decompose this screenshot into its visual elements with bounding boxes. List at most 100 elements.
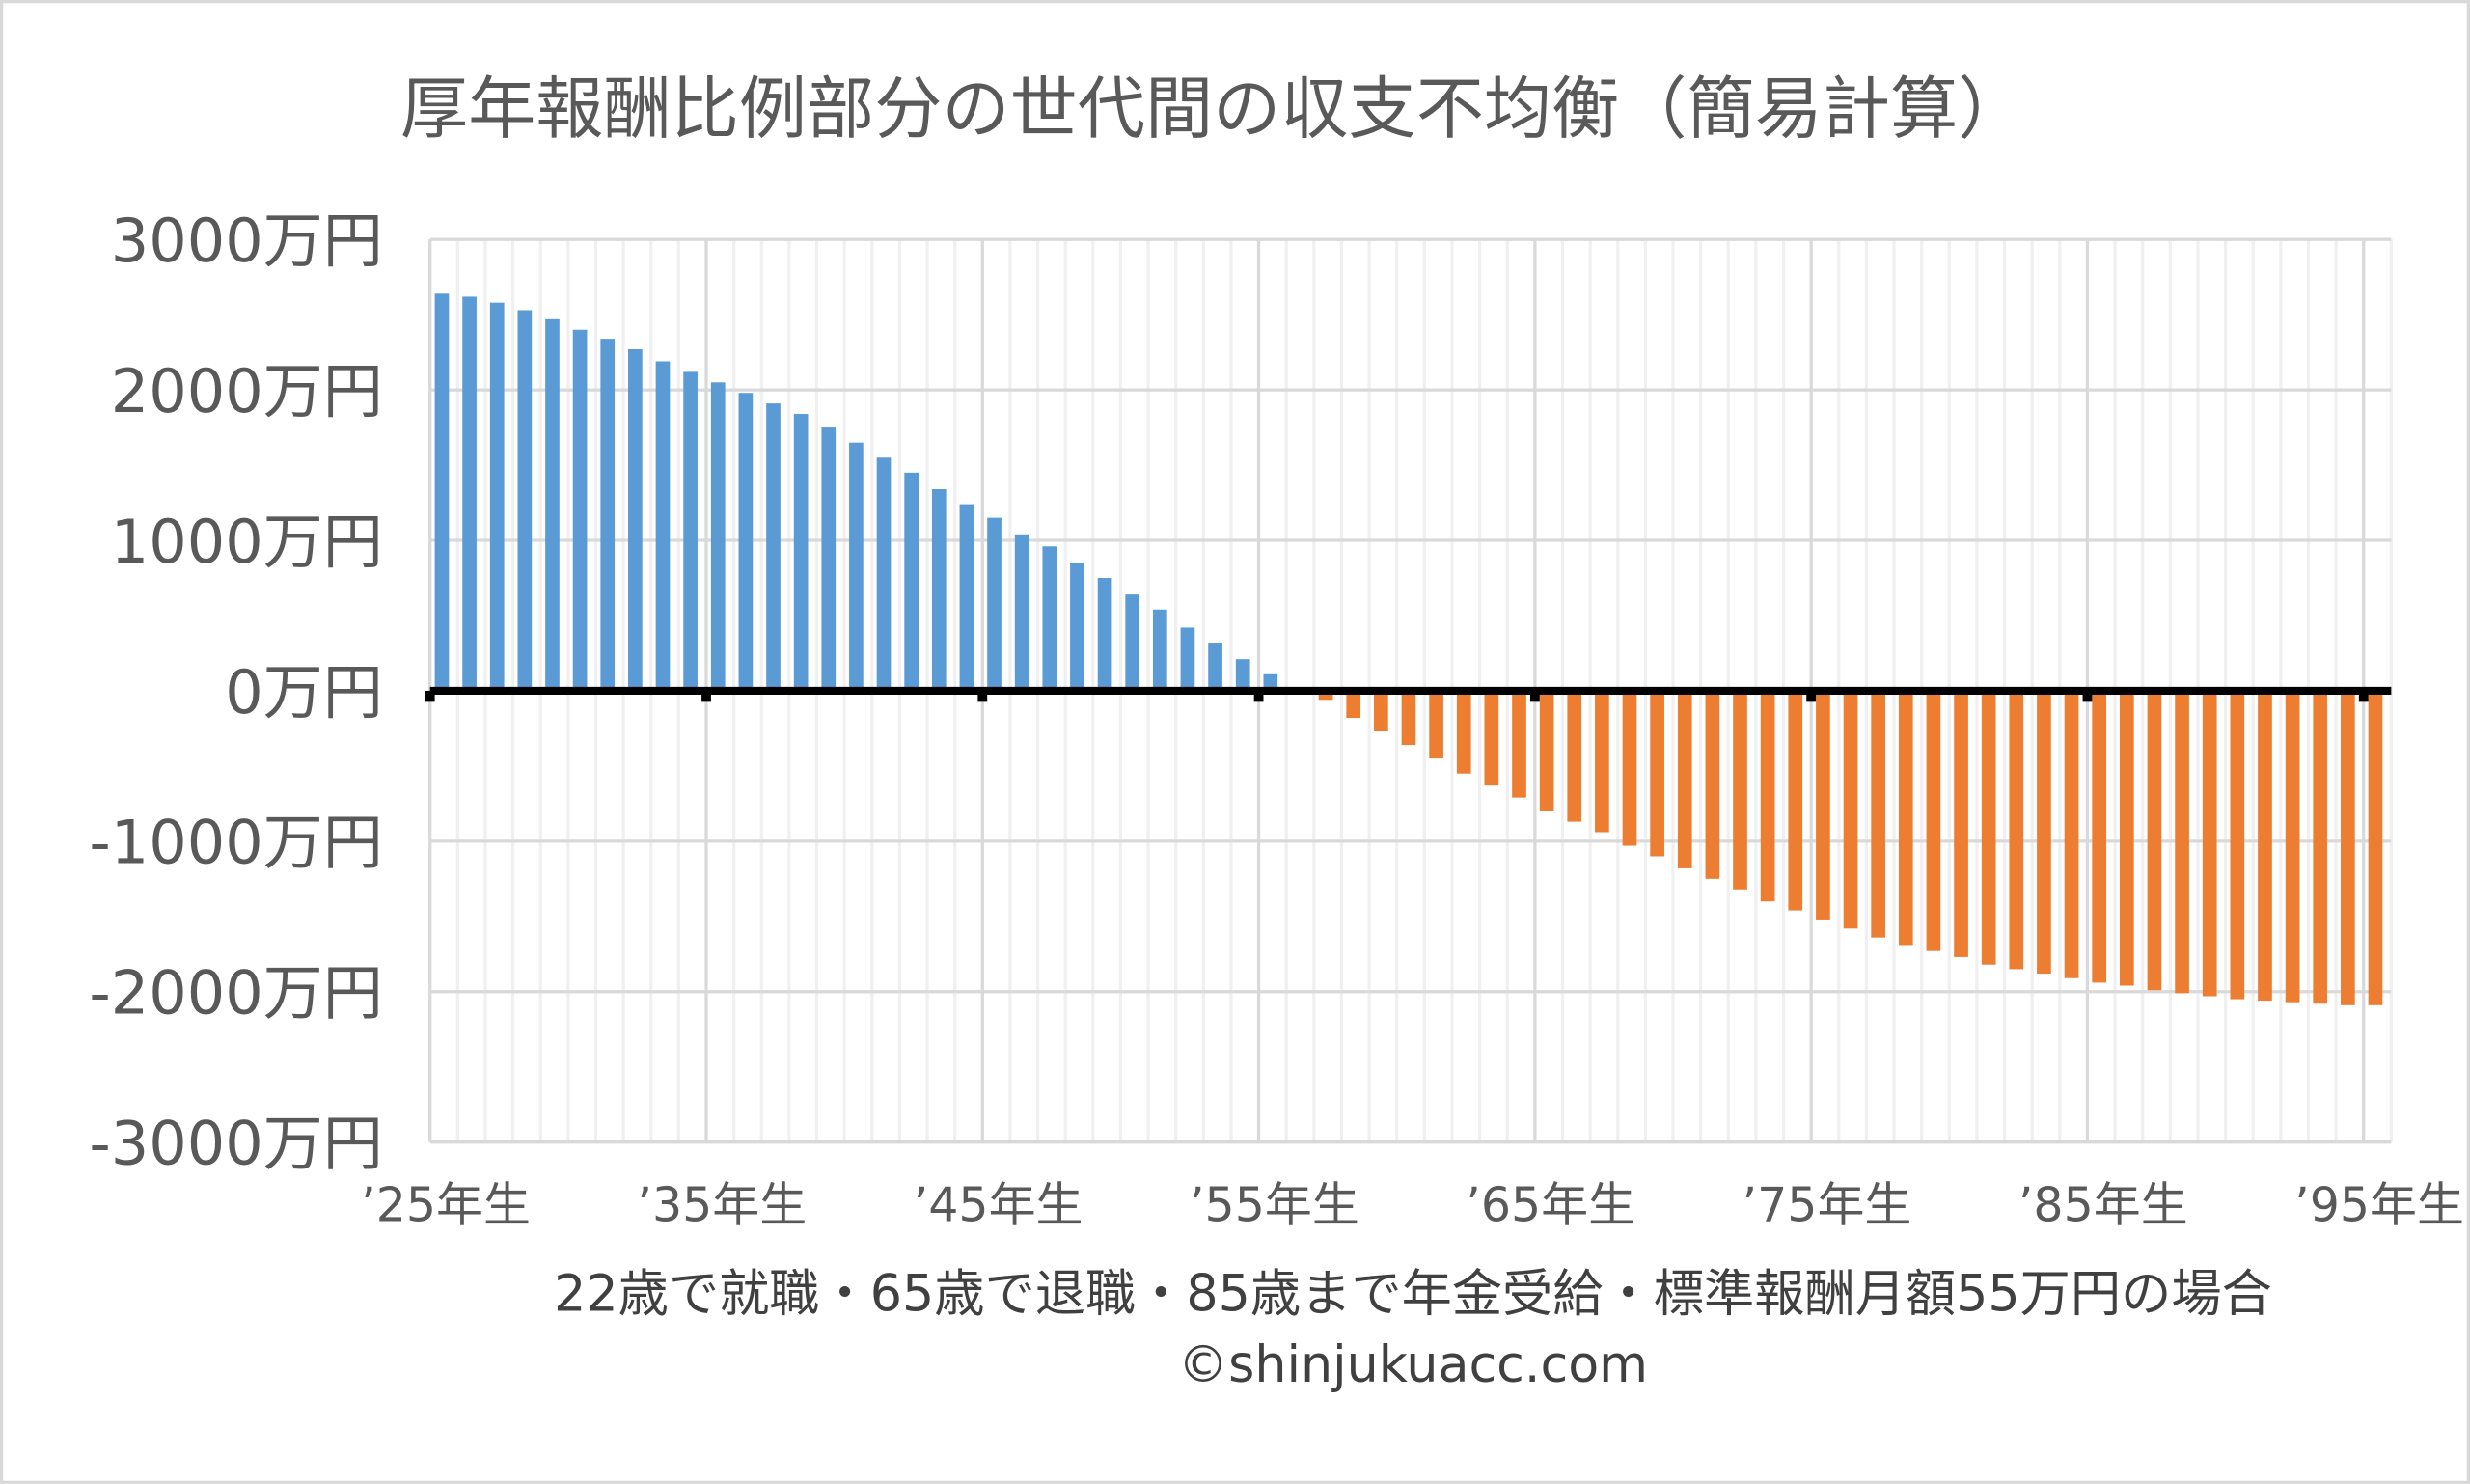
bar-1937 <box>766 403 781 691</box>
bar-1992 <box>2285 690 2300 1003</box>
chart-title: 厚年報酬比例部分の世代間の収支不均衡（簡易計算） <box>400 69 2026 149</box>
x-tick-label: ’75年生 <box>1743 1177 1912 1232</box>
bar-1925 <box>434 293 450 691</box>
bar-1934 <box>683 371 698 691</box>
bar-1962 <box>1456 690 1471 774</box>
bar-1927 <box>489 302 505 691</box>
x-tick-mark <box>701 690 711 702</box>
bar-1995 <box>2368 690 2383 1005</box>
bars <box>434 293 2383 1005</box>
bar-1929 <box>545 318 560 691</box>
bar-1930 <box>572 329 588 691</box>
bar-1966 <box>1567 690 1582 822</box>
bar-1985 <box>2092 690 2107 983</box>
bar-1948 <box>1070 563 1084 691</box>
bar-1976 <box>1843 690 1858 929</box>
bar-1946 <box>1014 534 1029 691</box>
bar-1950 <box>1125 594 1140 691</box>
bar-1972 <box>1733 690 1747 890</box>
x-tick-label: ’95年生 <box>2294 1177 2464 1232</box>
bar-1987 <box>2147 690 2162 991</box>
bar-1982 <box>2009 690 2024 970</box>
y-tick-label: -1000万円 <box>89 808 382 878</box>
x-tick-label: ’65年生 <box>1466 1177 1635 1232</box>
bar-1954 <box>1235 659 1250 691</box>
bar-1988 <box>2175 690 2189 994</box>
x-tick-label: ’25年生 <box>361 1177 531 1232</box>
y-tick-label: -2000万円 <box>89 958 382 1029</box>
bar-1970 <box>1677 690 1692 868</box>
bar-1957 <box>1318 690 1333 701</box>
y-tick-label: -3000万円 <box>89 1109 382 1179</box>
x-tick-mark <box>2082 690 2093 702</box>
bar-1947 <box>1042 546 1057 691</box>
bar-1945 <box>987 517 1002 691</box>
bar-1952 <box>1180 627 1195 691</box>
bar-1953 <box>1208 643 1222 691</box>
x-tick-label: ’35年生 <box>637 1177 807 1232</box>
bar-1990 <box>2230 690 2245 1000</box>
bar-1977 <box>1871 690 1886 938</box>
x-axis-labels: ’25年生 ’35年生 ’45年生 ’55年生 ’65年生 ’75年生 ’85年生 ’95年生 <box>361 1177 2464 1232</box>
bar-1971 <box>1705 690 1720 879</box>
bar-1943 <box>931 489 947 691</box>
bar-1965 <box>1539 690 1554 811</box>
bar-1938 <box>793 414 809 691</box>
bar-1928 <box>517 310 533 691</box>
bar-1980 <box>1954 690 1968 957</box>
bar-1969 <box>1650 690 1664 857</box>
bar-1973 <box>1760 690 1775 902</box>
x-axis <box>425 686 2392 702</box>
x-tick-label: ’85年生 <box>2018 1177 2188 1232</box>
bar-1989 <box>2202 690 2217 997</box>
x-axis-caption: 22歳で就職・65歳で退職・85歳まで年金受給・標準報酬月額55万円の場合 <box>554 1265 2272 1323</box>
bar-1991 <box>2258 690 2272 1002</box>
bar-1964 <box>1512 690 1526 798</box>
bar-1926 <box>462 296 477 691</box>
credit-text: ©shinjukuacc.com <box>1178 1336 1648 1394</box>
x-tick-label: ’55年生 <box>1190 1177 1359 1232</box>
x-tick-mark <box>425 690 435 702</box>
bar-1960 <box>1401 690 1416 746</box>
bar-1967 <box>1595 690 1609 833</box>
bar-1939 <box>821 427 837 691</box>
bar-1983 <box>2037 690 2051 975</box>
x-tick-mark <box>2358 690 2369 702</box>
bar-1986 <box>2119 690 2134 986</box>
bar-1994 <box>2341 690 2355 1005</box>
y-axis-labels: 3000万円 2000万円 1000万円 0万円 -1000万円 -2000万円 -3000… <box>89 206 382 1179</box>
bar-1942 <box>904 472 919 691</box>
bar-1979 <box>1926 690 1941 951</box>
bar-1932 <box>628 349 643 691</box>
bar-1951 <box>1152 609 1167 691</box>
bar-1993 <box>2313 690 2328 1004</box>
x-tick-label: ’45年生 <box>914 1177 1084 1232</box>
bar-1975 <box>1816 690 1830 920</box>
bar-1936 <box>738 393 754 691</box>
bar-1958 <box>1346 690 1361 719</box>
x-tick-mark <box>1529 690 1540 702</box>
bar-1974 <box>1788 690 1803 911</box>
bar-1984 <box>2064 690 2079 978</box>
bar-1968 <box>1622 690 1637 846</box>
bar-1944 <box>959 504 974 691</box>
y-tick-label: 1000万円 <box>111 507 383 577</box>
y-tick-label: 3000万円 <box>111 206 383 276</box>
x-tick-mark <box>977 690 988 702</box>
bar-1961 <box>1429 690 1443 759</box>
x-tick-mark <box>1253 690 1264 702</box>
bar-1963 <box>1484 690 1499 786</box>
bar-1931 <box>600 339 616 691</box>
x-tick-mark <box>1806 690 1817 702</box>
y-tick-label: 0万円 <box>225 657 383 728</box>
bar-1941 <box>876 457 892 691</box>
bar-1959 <box>1373 690 1388 732</box>
bar-1955 <box>1263 673 1278 691</box>
bar-1949 <box>1097 578 1112 691</box>
bar-1933 <box>655 361 671 691</box>
bar-1981 <box>1981 690 1996 965</box>
y-tick-label: 2000万円 <box>111 356 383 426</box>
bar-1978 <box>1898 690 1913 946</box>
